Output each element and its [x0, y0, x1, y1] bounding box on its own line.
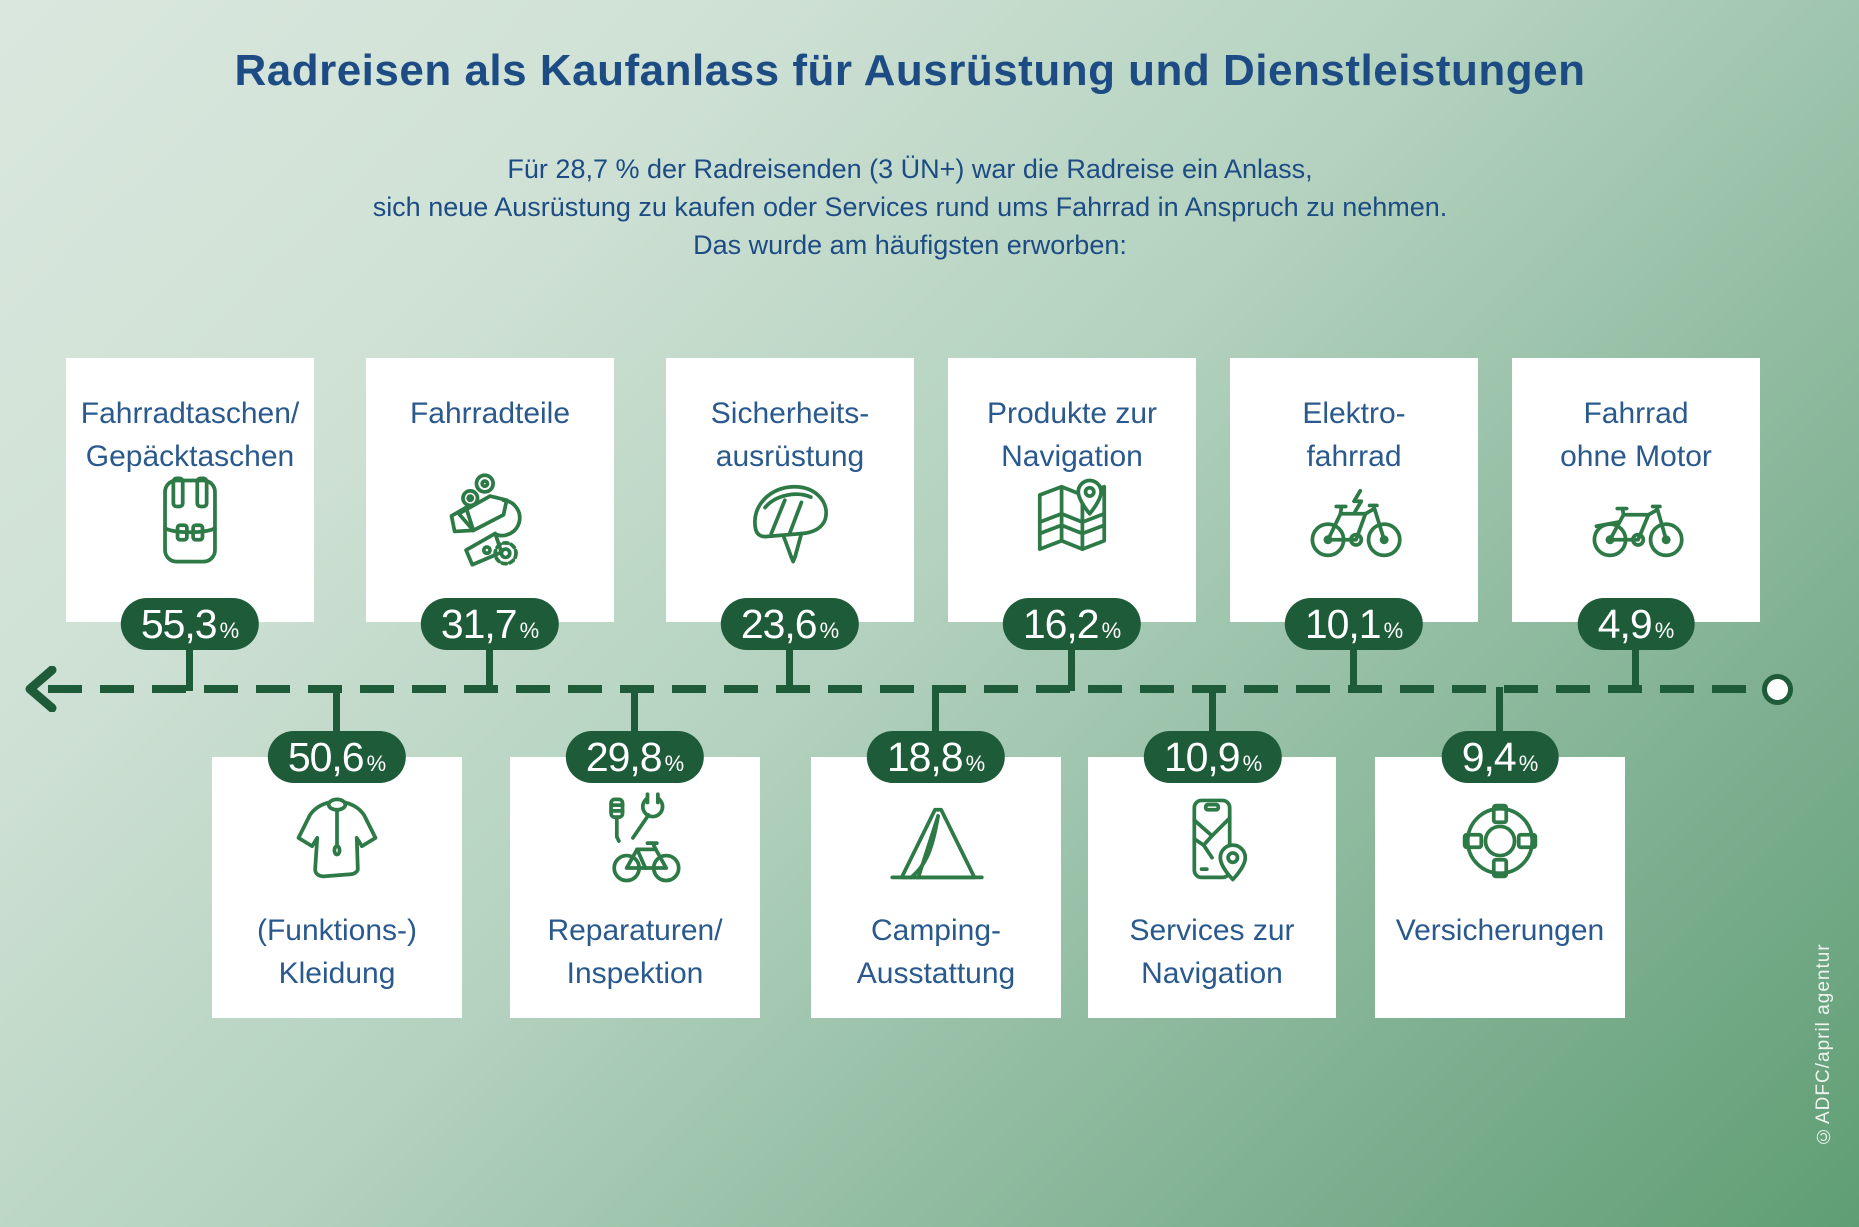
- value-badge-sicherheitsausruestung: 23,6%: [720, 598, 860, 650]
- percent-sign: %: [366, 751, 387, 776]
- category-card-sicherheitsausruestung: Sicherheits- ausrüstung: [666, 358, 914, 622]
- timeline-dashed-line: [48, 685, 1764, 693]
- connector-stem: [1068, 634, 1075, 691]
- category-label: Services zur Navigation: [1129, 914, 1295, 990]
- connector-stem: [1350, 634, 1357, 691]
- phone-navigation-icon: [1160, 789, 1264, 893]
- connector-stem: [1209, 687, 1216, 739]
- category-card-fahrrad-ohne-motor: Fahrrad ohne Motor: [1512, 358, 1760, 622]
- value-badge-fahrradteile: 31,7%: [420, 598, 560, 650]
- percent-sign: %: [1654, 618, 1675, 643]
- value-badge-reparaturen: 29,8%: [565, 731, 705, 783]
- value-badge-camping: 18,8%: [866, 731, 1006, 783]
- percent-sign: %: [664, 751, 685, 776]
- timeline-end-circle-icon: [1762, 674, 1793, 705]
- value-badge-elektrofahrrad: 10,1%: [1284, 598, 1424, 650]
- e-bike-icon: [1302, 468, 1406, 572]
- tent-icon: [884, 789, 988, 893]
- category-card-services-navigation: Services zur Navigation: [1088, 757, 1336, 1018]
- percent-sign: %: [1101, 618, 1122, 643]
- value-badge-fahrradtaschen: 55,3%: [120, 598, 260, 650]
- connector-stem: [786, 634, 793, 691]
- percent-sign: %: [219, 618, 240, 643]
- category-label: Sicherheits- ausrüstung: [710, 397, 870, 473]
- pannier-bags-icon: [138, 468, 242, 572]
- percent-sign: %: [819, 618, 840, 643]
- bike-helmet-icon: [738, 468, 842, 572]
- category-label: Versicherungen: [1395, 914, 1605, 947]
- category-label: Reparaturen/ Inspektion: [547, 914, 723, 990]
- category-card-produkte-navigation: Produkte zur Navigation: [948, 358, 1196, 622]
- category-card-kleidung: (Funktions-) Kleidung: [212, 757, 462, 1018]
- bicycle-icon: [1584, 468, 1688, 572]
- connector-stem: [186, 634, 193, 691]
- percent-sign: %: [1242, 751, 1263, 776]
- timeline-left-arrow-icon: [25, 666, 57, 712]
- percent-sign: %: [519, 618, 540, 643]
- subtitle-line-3: Das wurde am häufigsten erworben:: [693, 230, 1127, 260]
- category-label: Fahrradtaschen/ Gepäcktaschen: [80, 397, 300, 473]
- category-label: (Funktions-) Kleidung: [256, 914, 418, 990]
- connector-stem: [486, 634, 493, 691]
- connector-stem: [1496, 687, 1503, 739]
- category-card-camping: Camping- Ausstattung: [811, 757, 1061, 1018]
- connector-stem: [333, 687, 340, 739]
- connector-stem: [932, 687, 939, 739]
- copyright-credit: ©ADFC/april agentur: [1813, 943, 1834, 1146]
- folded-map-pin-icon: [1020, 468, 1124, 572]
- category-card-elektrofahrrad: Elektro- fahrrad: [1230, 358, 1478, 622]
- percent-sign: %: [1518, 751, 1539, 776]
- category-card-reparaturen: Reparaturen/ Inspektion: [510, 757, 760, 1018]
- value-badge-fahrrad-ohne-motor: 4,9%: [1577, 598, 1695, 650]
- category-label: Camping- Ausstattung: [856, 914, 1016, 990]
- subtitle: Für 28,7 % der Radreisenden (3 ÜN+) war …: [0, 150, 1820, 264]
- category-label: Produkte zur Navigation: [986, 397, 1158, 473]
- subtitle-line-2: sich neue Ausrüstung zu kaufen oder Serv…: [372, 192, 1448, 222]
- value-badge-produkte-navigation: 16,2%: [1002, 598, 1142, 650]
- category-card-versicherungen: Versicherungen: [1375, 757, 1625, 1018]
- rear-derailleur-icon: [438, 468, 542, 572]
- category-label: Fahrrad ohne Motor: [1560, 397, 1712, 473]
- repair-tools-icon: [583, 789, 687, 893]
- lifebuoy-icon: [1448, 789, 1552, 893]
- category-card-fahrradtaschen: Fahrradtaschen/ Gepäcktaschen: [66, 358, 314, 622]
- cycling-jersey-icon: [285, 789, 389, 893]
- percent-sign: %: [965, 751, 986, 776]
- value-badge-services-navigation: 10,9%: [1143, 731, 1283, 783]
- value-badge-kleidung: 50,6%: [267, 731, 407, 783]
- category-card-fahrradteile: Fahrradteile: [366, 358, 614, 622]
- category-label: Elektro- fahrrad: [1302, 397, 1406, 473]
- percent-sign: %: [1383, 618, 1404, 643]
- value-badge-versicherungen: 9,4%: [1441, 731, 1559, 783]
- connector-stem: [631, 687, 638, 739]
- connector-stem: [1632, 634, 1639, 691]
- page-title: Radreisen als Kaufanlass für Ausrüstung …: [234, 46, 1586, 95]
- category-label: Fahrradteile: [409, 397, 571, 430]
- subtitle-line-1: Für 28,7 % der Radreisenden (3 ÜN+) war …: [507, 154, 1313, 184]
